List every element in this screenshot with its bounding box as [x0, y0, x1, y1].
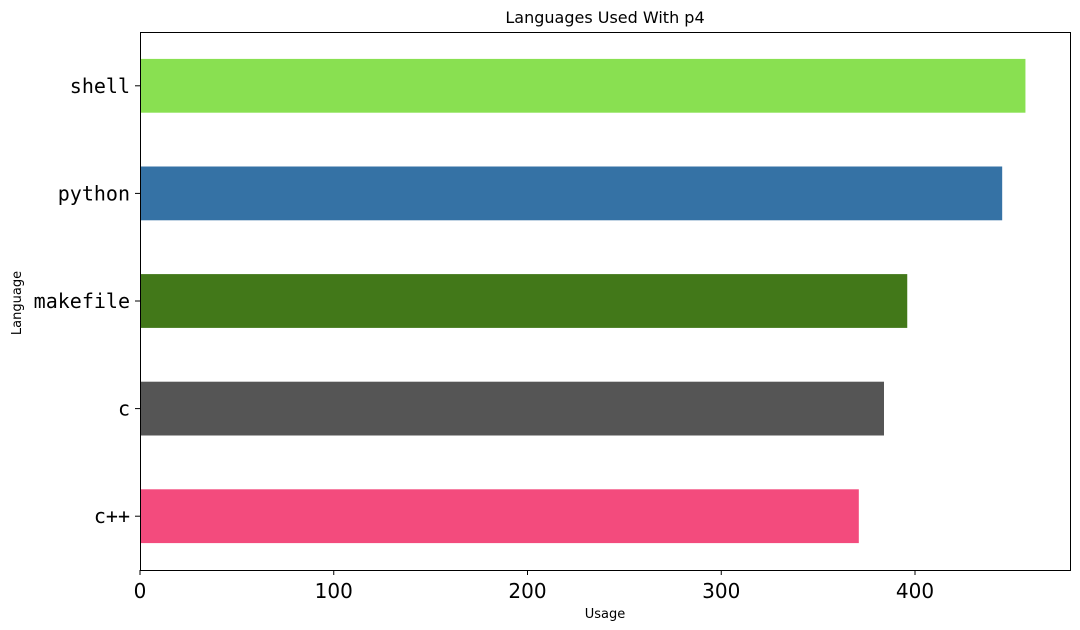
- bar-makefile: [140, 274, 908, 328]
- y-tick-label-c: c: [118, 397, 130, 421]
- x-axis: 0 100 200 300 400: [134, 570, 934, 603]
- y-tick-label-shell: shell: [70, 74, 130, 98]
- plot-frame: [140, 32, 1071, 571]
- chart-title: Languages Used With p4: [505, 8, 704, 27]
- bar-shell: [140, 58, 1026, 113]
- y-tick-label-python: python: [58, 181, 130, 205]
- bars-layer: [140, 58, 1026, 544]
- x-tick-label-200: 200: [508, 579, 546, 603]
- x-tick-label-100: 100: [315, 579, 353, 603]
- x-tick-label-0: 0: [134, 579, 147, 603]
- y-tick-label-makefile: makefile: [34, 289, 130, 313]
- y-axis-label: Language: [10, 271, 25, 335]
- x-tick-label-400: 400: [896, 579, 934, 603]
- y-tick-label-c++: c++: [94, 504, 130, 528]
- bar-c: [140, 381, 884, 436]
- bar-python: [140, 166, 1003, 221]
- x-axis-label: Usage: [585, 607, 626, 622]
- y-axis: c++ c makefile python shell: [34, 74, 140, 528]
- x-tick-label-300: 300: [702, 579, 740, 603]
- bar-c++: [140, 489, 859, 544]
